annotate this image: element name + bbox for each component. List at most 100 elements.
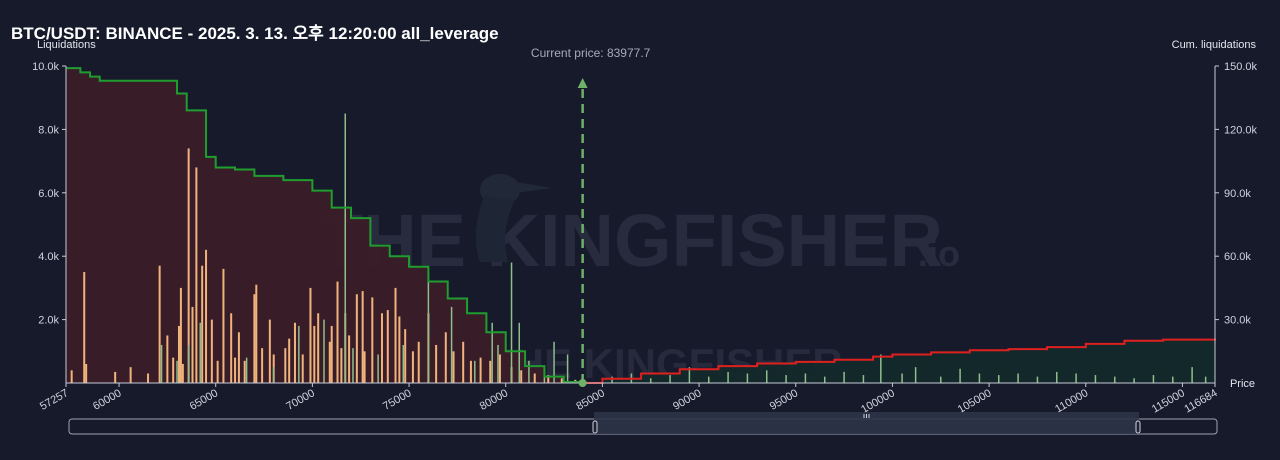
short-liquidation-bar — [377, 354, 379, 383]
long-liquidation-bar — [328, 341, 331, 383]
long-liquidation-bar — [386, 310, 389, 383]
x-tick-label: 85000 — [574, 387, 606, 413]
y-right-tick-label: 150.0k — [1224, 61, 1258, 73]
x-tick-label: 57257 — [38, 387, 70, 413]
x-tick-label: 70000 — [284, 387, 316, 413]
long-liquidation-bar — [533, 373, 536, 383]
long-liquidation-bar — [398, 316, 401, 383]
short-liquidation-bar — [746, 373, 749, 383]
long-liquidation-bar — [83, 272, 86, 383]
short-liquidation-bar — [649, 378, 652, 383]
long-liquidation-bar — [469, 360, 472, 383]
x-tick-label: 100000 — [859, 387, 897, 416]
long-liquidation-bar — [255, 284, 258, 383]
short-liquidation-bar — [1152, 375, 1155, 383]
long-liquidation-bar — [243, 360, 246, 383]
short-liquidation-bar — [1075, 373, 1077, 383]
y-left-tick-label: 4.0k — [38, 251, 59, 263]
short-liquidation-bar — [804, 373, 807, 383]
short-liquidation-bar — [1204, 376, 1207, 383]
long-liquidation-bar — [129, 367, 132, 383]
obscured-text — [640, 70, 960, 80]
y-left-tick-label: 2.0k — [38, 315, 59, 327]
short-liquidation-bar — [862, 375, 865, 383]
y-right-tick-label: 120.0k — [1224, 124, 1258, 136]
short-liquidation-bar — [901, 373, 903, 383]
short-liquidation-bar — [497, 344, 499, 383]
y-right-axis-title: Cum. liquidations — [1172, 39, 1257, 51]
long-liquidation-bar — [172, 357, 175, 383]
short-liquidation-bar — [1114, 376, 1116, 383]
long-liquidation-bar — [179, 287, 182, 383]
short-liquidation-bar — [914, 367, 917, 383]
short-liquidation-bar — [843, 371, 845, 383]
short-liquidation-bar — [187, 344, 190, 383]
long-liquidation-bar — [313, 325, 316, 383]
y-left-tick-label: 10.0k — [32, 61, 59, 73]
short-liquidation-bar — [959, 368, 961, 383]
x-tick-label: 115000 — [1150, 387, 1187, 415]
long-liquidation-bar — [317, 313, 320, 383]
long-liquidation-bar — [371, 297, 374, 383]
current-price-arrow-icon — [577, 78, 588, 88]
short-liquidation-bar — [245, 357, 248, 383]
long-liquidation-bar — [222, 268, 225, 383]
short-liquidation-bar — [510, 262, 513, 383]
short-liquidation-bar — [553, 341, 555, 383]
long-liquidation-bar — [336, 281, 339, 383]
short-liquidation-bar — [611, 376, 613, 383]
short-liquidation-bar — [272, 367, 275, 383]
short-liquidation-bar — [1094, 375, 1097, 383]
short-liquidation-bar — [940, 376, 942, 383]
short-cumulative-line — [582, 338, 1216, 384]
long-liquidation-bar — [498, 354, 501, 383]
navigator-right-handle[interactable] — [1135, 420, 1141, 434]
long-liquidation-bar — [479, 357, 482, 383]
short-liquidation-bar — [998, 375, 1000, 383]
x-tick-label: 75000 — [381, 387, 413, 413]
x-tick-label: 80000 — [478, 387, 510, 413]
navigator-grip-icon[interactable] — [863, 414, 870, 418]
long-liquidation-bar — [70, 370, 73, 383]
long-liquidation-bar — [166, 335, 169, 383]
x-tick-label: 60000 — [91, 387, 123, 413]
long-liquidation-bar — [361, 291, 364, 383]
short-liquidation-bar — [566, 354, 569, 383]
short-liquidation-bar — [176, 360, 178, 383]
short-liquidation-bar — [1056, 371, 1058, 383]
long-liquidation-bar — [268, 319, 271, 383]
short-liquidation-bar — [1191, 367, 1193, 383]
navigator-left-handle[interactable] — [592, 420, 598, 434]
long-liquidation-bar — [417, 341, 420, 383]
short-liquidation-bar — [323, 319, 325, 383]
navigator-selection[interactable] — [594, 412, 1139, 434]
short-liquidation-bar — [669, 375, 671, 383]
short-liquidation-bar — [880, 354, 882, 383]
range-navigator[interactable] — [68, 412, 1218, 435]
short-liquidation-bar — [1172, 376, 1174, 383]
long-liquidation-bar — [293, 322, 296, 383]
long-cumulative-line — [66, 67, 584, 383]
long-liquidation-bar — [114, 371, 117, 383]
short-liquidation-bar — [402, 344, 405, 383]
long-liquidation-bar — [253, 294, 256, 383]
long-liquidation-bar — [158, 265, 161, 383]
short-liquidation-bar — [298, 325, 300, 383]
long-liquidation-bar — [177, 325, 180, 383]
long-liquidation-bar — [301, 354, 304, 383]
long-liquidation-bar — [330, 325, 333, 383]
long-liquidation-bar — [195, 167, 198, 383]
short-liquidation-bar — [1133, 378, 1135, 383]
long-liquidation-bar — [147, 373, 150, 383]
short-liquidation-bar — [1017, 373, 1019, 383]
long-liquidation-bar — [363, 351, 366, 383]
x-tick-label: 95000 — [768, 387, 800, 413]
short-liquidation-bar — [727, 371, 729, 383]
short-liquidation-bar — [823, 376, 826, 383]
long-liquidation-bar — [444, 332, 447, 383]
short-liquidation-bar — [765, 370, 768, 383]
long-liquidation-bar — [355, 294, 358, 383]
short-liquidation-bar — [528, 360, 530, 383]
long-liquidation-bar — [489, 360, 492, 383]
